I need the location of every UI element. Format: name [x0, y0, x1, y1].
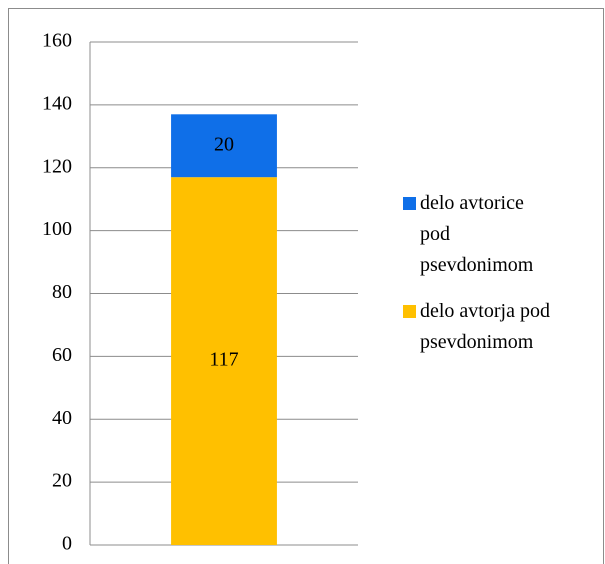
legend-item: delo avtorja pod psevdonimom — [403, 296, 555, 358]
y-tick-label: 120 — [42, 155, 72, 177]
y-tick-label: 80 — [52, 281, 72, 303]
data-label: 20 — [214, 133, 234, 155]
y-tick-label: 60 — [52, 344, 72, 366]
legend-label: delo avtorice pod psevdonimom — [420, 192, 534, 276]
y-tick-label: 140 — [42, 92, 72, 114]
legend-item: delo avtorice pod psevdonimom — [403, 188, 555, 281]
y-tick-label: 160 — [42, 30, 72, 52]
legend-swatch — [403, 305, 416, 318]
y-tick-label: 40 — [52, 407, 72, 429]
chart-frame — [8, 8, 604, 564]
bar-segment — [171, 177, 277, 545]
y-tick-label: 100 — [42, 218, 72, 240]
y-tick-label: 0 — [62, 533, 72, 555]
bar-segment — [171, 114, 277, 178]
data-label: 117 — [209, 349, 238, 371]
y-tick-label: 20 — [52, 470, 72, 492]
legend-swatch — [403, 197, 416, 210]
legend-label: delo avtorja pod psevdonimom — [420, 300, 550, 353]
